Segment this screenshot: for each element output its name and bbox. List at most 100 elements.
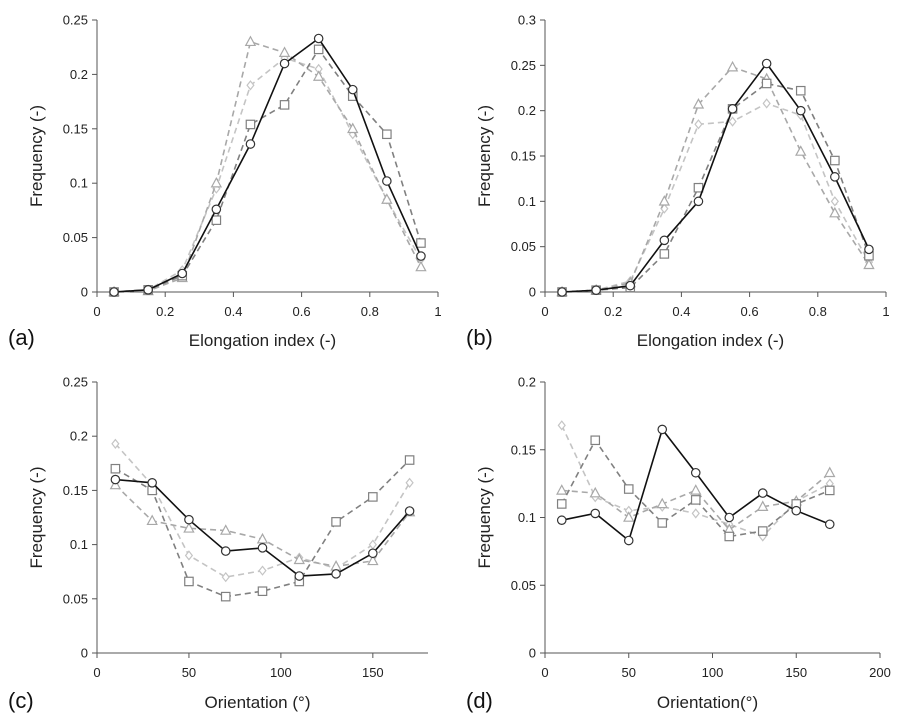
panel-a-triangle-series-point bbox=[312, 70, 325, 81]
panel-b-y-tick-label: 0.05 bbox=[511, 239, 536, 254]
panel-c-triangle-series-point bbox=[256, 532, 269, 544]
panel-d-x-tick-label: 100 bbox=[702, 665, 724, 680]
panel-b-triangle-series bbox=[556, 60, 875, 297]
panel-b-label: (b) bbox=[466, 325, 493, 350]
panel-d-circle-series-point bbox=[556, 515, 567, 526]
panel-c-y-tick-label: 0.05 bbox=[63, 591, 88, 606]
panel-a-triangle-series-point bbox=[381, 193, 393, 204]
panel-c-circle-series-point bbox=[294, 571, 305, 581]
panel-b-x-tick-label: 0.6 bbox=[741, 304, 759, 319]
panel-c-x-tick-label: 50 bbox=[182, 665, 196, 680]
panel-b-circle-series-point bbox=[761, 58, 772, 69]
panel-a-circle-series-point bbox=[382, 176, 392, 186]
panel-a-circle-series bbox=[109, 33, 426, 297]
panel-b-circle-series-line bbox=[561, 62, 870, 293]
panel-c-triangle-series-point bbox=[183, 522, 195, 533]
panel-c-triangle-series-line bbox=[114, 484, 411, 568]
panel-b-circle-series-point bbox=[693, 196, 704, 207]
panel-a-y-tick-label: 0.25 bbox=[63, 13, 88, 28]
panel-b-circle-series-point bbox=[795, 105, 806, 116]
panel-a: 0 0.05 0.1 0.15 0.2 0.25 0 0.2 0.4 0.6 0.8 1 Elongat… bbox=[8, 13, 442, 351]
panel-c-triangle-series-point bbox=[330, 560, 342, 571]
panel-d-square-series-point bbox=[757, 526, 768, 536]
panel-b-triangle-series-point bbox=[795, 145, 807, 156]
panel-a-circle-series-point bbox=[416, 251, 426, 261]
panel-a-y-tick-label: 0.05 bbox=[63, 230, 88, 245]
panel-c-circle-series-point bbox=[147, 478, 157, 488]
panel-b-triangle-series-point bbox=[658, 195, 671, 206]
panel-c-x-tick-label: 100 bbox=[270, 665, 292, 680]
panel-b-circle-series bbox=[557, 58, 874, 297]
panel-b-square-series-point bbox=[830, 155, 840, 166]
panel-a-x-tick-label: 0 bbox=[93, 304, 100, 319]
panel-c-diamond-series-point bbox=[221, 571, 230, 583]
panel-c-square-series-point bbox=[110, 463, 121, 474]
panel-b-y-tick-label: 0.25 bbox=[511, 58, 536, 73]
panel-d-label: (d) bbox=[466, 688, 493, 713]
panel-d-circle-series-point bbox=[657, 424, 668, 435]
panel-b-square-series bbox=[557, 78, 874, 297]
panel-a-y-axis-label: Frequency (-) bbox=[27, 105, 46, 207]
panel-c-square-series-point bbox=[404, 455, 415, 465]
panel-a-triangle-series-line bbox=[113, 40, 422, 293]
panel-a-diamond-series-point bbox=[246, 80, 255, 91]
panel-d-square-series-point bbox=[824, 485, 835, 496]
panel-a-circle-series-point bbox=[109, 287, 119, 297]
panel-b-y-axis-label: Frequency (-) bbox=[475, 105, 494, 207]
panel-b-square-series-line bbox=[561, 82, 870, 293]
panel-a-square-series bbox=[109, 44, 426, 297]
panel-c-circle-series-point bbox=[331, 569, 341, 579]
panel-c-diamond-series-point bbox=[368, 539, 377, 550]
panel-d-y-tick-label: 0.15 bbox=[511, 442, 536, 457]
panel-a-square-series-line bbox=[113, 47, 422, 293]
panel-d-triangle-series-point bbox=[556, 484, 568, 495]
panel-d-square-series-point bbox=[556, 499, 567, 509]
panel-c-circle-series-point bbox=[404, 506, 415, 516]
panel-b-diamond-series-line bbox=[561, 102, 870, 293]
panel-d-triangle-series-point bbox=[589, 486, 601, 498]
panel-b-triangle-series-point bbox=[863, 258, 875, 270]
panel-a-x-tick-label: 0.2 bbox=[156, 304, 174, 319]
panel-b-diamond-series-point bbox=[762, 98, 771, 109]
panel-c-y-tick-label: 0.2 bbox=[70, 429, 88, 444]
panel-d-square-series-point bbox=[590, 435, 601, 446]
panel-c-triangle-series-point bbox=[367, 554, 379, 566]
panel-d-circle-series-point bbox=[690, 467, 701, 478]
panel-d-circle-series-point bbox=[623, 535, 634, 546]
panel-c-y-tick-label: 0.1 bbox=[70, 537, 88, 552]
panel-c-diamond-series bbox=[111, 438, 414, 583]
panel-b-square-series-point bbox=[693, 182, 704, 193]
panel-d-square-series-point bbox=[690, 495, 701, 505]
panel-a-x-tick-label: 1 bbox=[434, 304, 441, 319]
panel-a-x-tick-label: 0.4 bbox=[224, 304, 242, 319]
panel-b-x-tick-label: 1 bbox=[882, 304, 889, 319]
panel-b-y-tick-label: 0.15 bbox=[511, 149, 536, 164]
panel-b-y-tick-label: 0.3 bbox=[518, 13, 536, 28]
panel-a-circle-series-point bbox=[313, 33, 324, 44]
panel-a-y-tick-label: 0.15 bbox=[63, 121, 88, 136]
panel-c-square-series-point bbox=[220, 591, 231, 602]
panel-a-circle-series-line bbox=[113, 37, 422, 293]
panel-a-circle-series-point bbox=[279, 58, 290, 69]
panel-b-circle-series-point bbox=[625, 280, 636, 291]
panel-b-x-tick-label: 0 bbox=[541, 304, 548, 319]
panel-c-y-tick-label: 0.25 bbox=[63, 375, 88, 390]
panel-a-square-series-point bbox=[313, 44, 324, 55]
panel-b-y-tick-label: 0.1 bbox=[518, 194, 536, 209]
panel-a-y-tick-label: 0 bbox=[81, 285, 88, 300]
panel-d-x-tick-label: 50 bbox=[622, 665, 636, 680]
panel-b-x-tick-label: 0.2 bbox=[604, 304, 622, 319]
panel-b-y-tick-label: 0.2 bbox=[518, 103, 536, 118]
panel-c-label: (c) bbox=[8, 688, 34, 713]
panel-c-square-series-point bbox=[184, 576, 194, 587]
panel-c-circle-series-point bbox=[368, 548, 378, 559]
panel-d: 0 0.05 0.1 0.15 0.2 0 50 100 150 200 Orientation(°… bbox=[466, 375, 891, 714]
panel-d-circle-series-point bbox=[791, 505, 802, 516]
panel-a-circle-series-point bbox=[177, 268, 188, 279]
panel-b-circle-series-point bbox=[591, 285, 601, 295]
panel-d-triangle-series-point bbox=[824, 466, 836, 478]
panel-d-circle-series-point bbox=[757, 488, 768, 498]
panel-b-diamond-series-point bbox=[694, 119, 703, 130]
